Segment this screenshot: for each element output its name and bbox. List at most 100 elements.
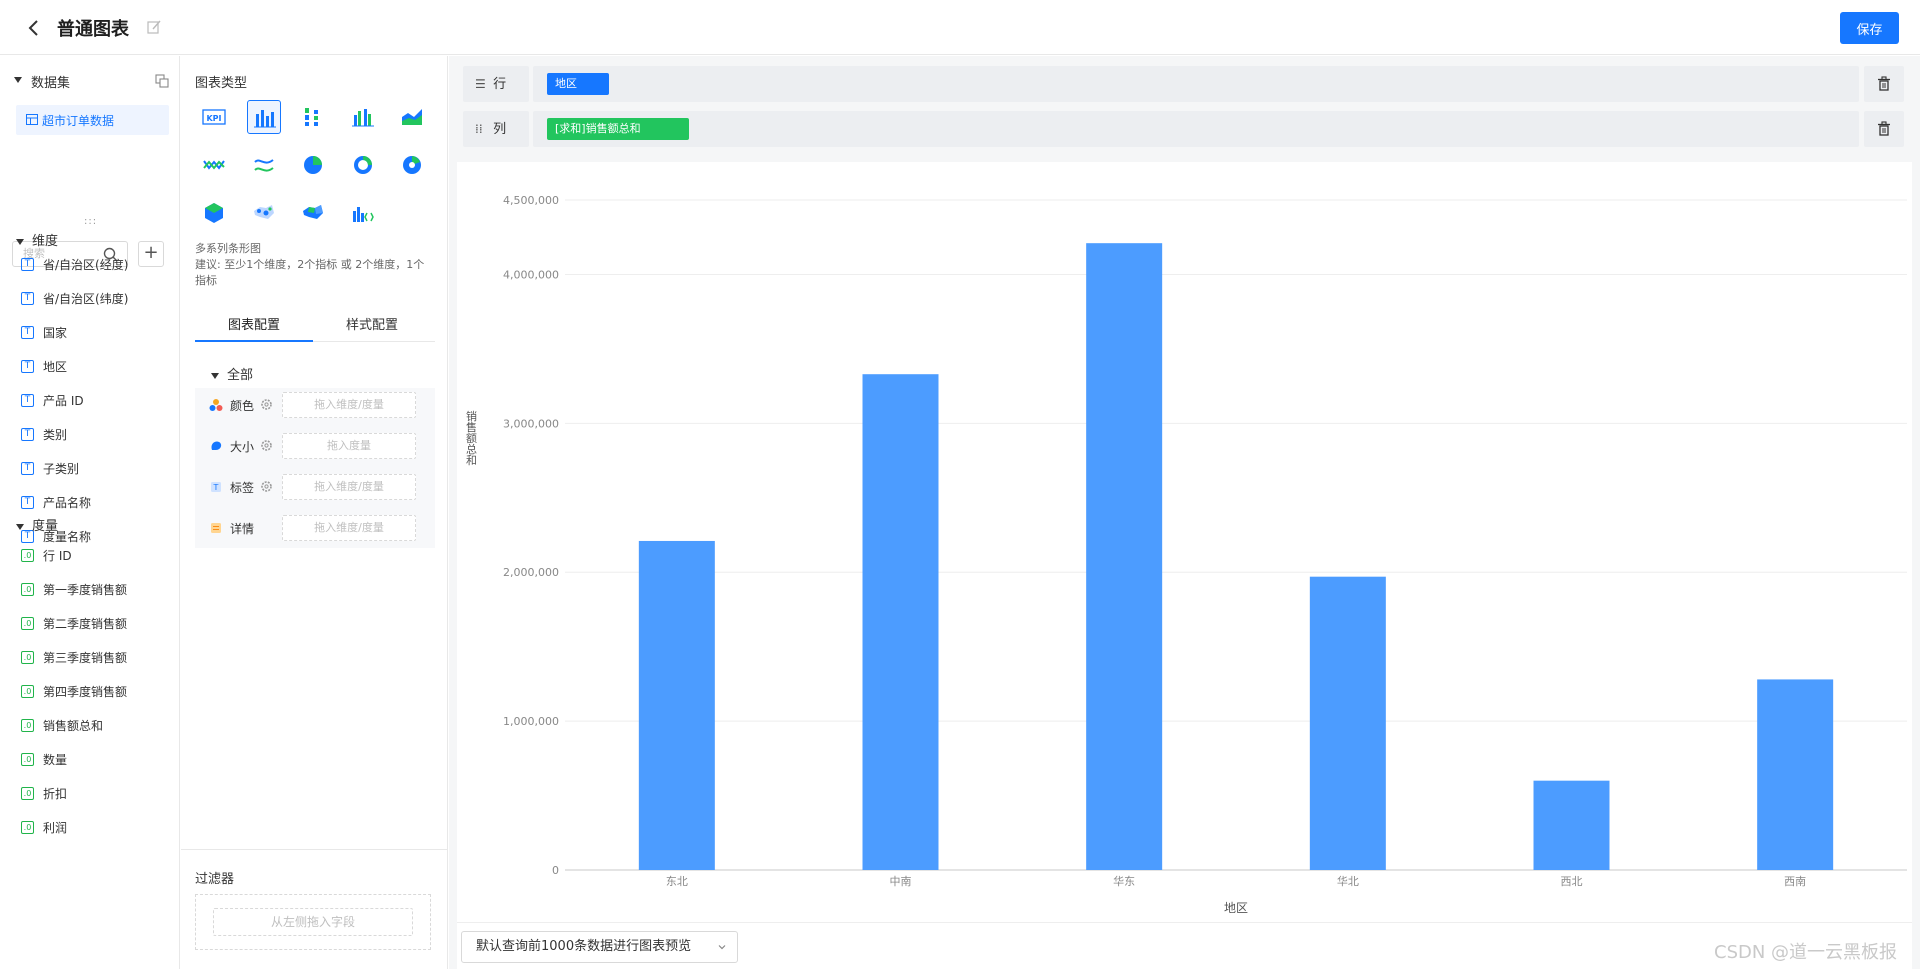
text-type-icon: T xyxy=(21,529,34,543)
bar[interactable] xyxy=(1757,679,1834,870)
dimension-field[interactable]: T 国家 xyxy=(21,322,67,342)
tab-chart-config[interactable]: 图表配置 xyxy=(227,318,280,333)
gear-icon[interactable] xyxy=(260,480,273,493)
all-encodings-header[interactable]: 全部 xyxy=(211,364,253,383)
chart-type-pie[interactable] xyxy=(296,148,330,182)
table-icon xyxy=(26,114,38,125)
color-drop-zone[interactable]: 拖入维度/度量 xyxy=(282,392,416,418)
y-tick-label: 0 xyxy=(552,864,559,877)
chart-type-line[interactable] xyxy=(197,148,231,182)
chart-type-custom-chart[interactable] xyxy=(346,196,380,230)
dimension-field[interactable]: T 产品名称 xyxy=(21,492,91,512)
detail-drop-zone[interactable]: 拖入维度/度量 xyxy=(282,515,416,541)
chart-type-rose[interactable] xyxy=(395,148,429,182)
row-drop-zone[interactable]: 地区 xyxy=(533,66,1859,102)
area-icon xyxy=(402,109,422,125)
column-drop-zone[interactable]: [求和]销售额总和 xyxy=(533,111,1859,147)
edit-title-icon[interactable] xyxy=(146,19,162,35)
measure-field[interactable]: .0 第三季度销售额 xyxy=(21,647,127,667)
preview-limit-select[interactable]: 默认查询前1000条数据进行图表预览 xyxy=(461,931,738,963)
column-label-text: 列 xyxy=(493,122,507,137)
chart-type-area[interactable] xyxy=(395,100,429,134)
add-field-button[interactable]: + xyxy=(138,241,164,267)
bar[interactable] xyxy=(638,540,715,870)
size-blob-icon xyxy=(211,441,222,450)
number-type-icon: .0 xyxy=(21,786,34,800)
dataset-item[interactable]: 超市订单数据 xyxy=(16,105,169,135)
field-label: 省/自治区(纬度) xyxy=(43,291,129,306)
x-tick-label: 华北 xyxy=(1337,874,1359,888)
y-tick-label: 3,000,000 xyxy=(503,417,559,430)
bar[interactable] xyxy=(1533,780,1610,870)
column-field-pill[interactable]: [求和]销售额总和 xyxy=(547,118,689,140)
measure-field[interactable]: .0 第二季度销售额 xyxy=(21,613,127,633)
clear-column-button[interactable] xyxy=(1864,111,1904,147)
panel-resize-handle[interactable]: ::: xyxy=(84,216,98,227)
measure-field[interactable]: .0 行 ID xyxy=(21,545,72,565)
bar-chart[interactable]: 0 1,000,000 2,000,000 3,000,000 4,000,000 4,5… xyxy=(457,162,1912,922)
measure-field[interactable]: .0 销售额总和 xyxy=(21,715,103,735)
field-label: 国家 xyxy=(43,325,68,340)
detail-list-icon xyxy=(211,523,221,533)
chart-type-description: 多系列条形图 建议: 至少1个维度，2个指标 或 2个维度，1个指标 xyxy=(195,241,435,289)
field-search-box[interactable] xyxy=(12,241,128,267)
chart-type-map-fill[interactable] xyxy=(296,196,330,230)
switch-dataset-icon[interactable] xyxy=(155,74,169,88)
chart-type-map-scatter[interactable] xyxy=(247,196,281,230)
chart-type-bar-grouped[interactable] xyxy=(246,100,281,134)
save-button[interactable]: 保存 xyxy=(1840,12,1899,44)
search-icon[interactable] xyxy=(103,247,118,262)
donut-icon xyxy=(353,156,372,174)
dimension-field[interactable]: T 地区 xyxy=(21,356,67,376)
dimension-field[interactable]: T 省/自治区(纬度) xyxy=(21,288,128,308)
chart-type-hexagon[interactable] xyxy=(197,196,231,230)
wave-icon xyxy=(253,159,274,172)
chart-type-bar-stacked[interactable] xyxy=(296,100,330,134)
bar[interactable] xyxy=(862,374,939,870)
dimension-field[interactable]: T 子类别 xyxy=(21,458,79,478)
measure-field[interactable]: .0 利润 xyxy=(21,817,67,837)
gear-icon[interactable] xyxy=(260,398,273,411)
back-arrow-icon[interactable] xyxy=(26,18,42,38)
y-tick-label: 4,000,000 xyxy=(503,268,559,281)
size-drop-zone[interactable]: 拖入度量 xyxy=(282,433,416,459)
dimension-section-header[interactable]: 维度 xyxy=(16,230,58,249)
chart-type-bar-multi[interactable] xyxy=(346,100,380,134)
caret-down-icon xyxy=(211,372,219,379)
label-drop-zone[interactable]: 拖入维度/度量 xyxy=(282,474,416,500)
chart-type-wave[interactable] xyxy=(247,148,281,182)
field-label: 地区 xyxy=(43,359,68,374)
preview-footer: 默认查询前1000条数据进行图表预览 xyxy=(457,922,1912,969)
measure-field[interactable]: .0 折扣 xyxy=(21,783,67,803)
column-shelf: ⁞⁞ 列 [求和]销售额总和 xyxy=(463,111,1904,147)
dataset-item-label: 超市订单数据 xyxy=(42,114,115,128)
dataset-section-header[interactable]: 数据集 xyxy=(14,72,169,92)
bar[interactable] xyxy=(1309,576,1386,870)
y-tick-label: 4,500,000 xyxy=(503,194,559,207)
kpi-icon: KPI xyxy=(202,109,226,125)
measure-section-header[interactable]: 度量 xyxy=(16,515,58,534)
number-type-icon: .0 xyxy=(21,548,34,562)
dimension-field[interactable]: T 省/自治区(经度) xyxy=(21,254,128,274)
clear-row-button[interactable] xyxy=(1864,66,1904,102)
chart-type-donut[interactable] xyxy=(346,148,380,182)
measure-field[interactable]: .0 数量 xyxy=(21,749,67,769)
dimension-field[interactable]: T 类别 xyxy=(21,424,67,444)
number-type-icon: .0 xyxy=(21,718,34,732)
bar-grouped-icon xyxy=(253,110,276,128)
dimension-field[interactable]: T 产品 ID xyxy=(21,390,84,410)
number-type-icon: .0 xyxy=(21,684,34,698)
bar[interactable] xyxy=(1086,243,1163,870)
text-type-icon: T xyxy=(21,393,34,407)
gear-icon[interactable] xyxy=(260,439,273,452)
filter-drop-zone[interactable]: 从左侧拖入字段 xyxy=(213,908,413,936)
row-field-pill[interactable]: 地区 xyxy=(547,73,609,95)
dimension-field[interactable]: T 度量名称 xyxy=(21,526,91,546)
measure-field[interactable]: .0 第一季度销售额 xyxy=(21,579,127,599)
field-search-input[interactable] xyxy=(23,247,103,260)
field-label: 第三季度销售额 xyxy=(43,650,128,665)
measure-field[interactable]: .0 第四季度销售额 xyxy=(21,681,127,701)
chart-config-panel: 图表类型 KPI 多系列条形图 建议: 至少1个维度，2个指标 或 2个维度，1… xyxy=(181,56,448,969)
chart-type-kpi[interactable]: KPI xyxy=(197,100,231,134)
tab-style-config[interactable]: 样式配置 xyxy=(345,318,398,333)
